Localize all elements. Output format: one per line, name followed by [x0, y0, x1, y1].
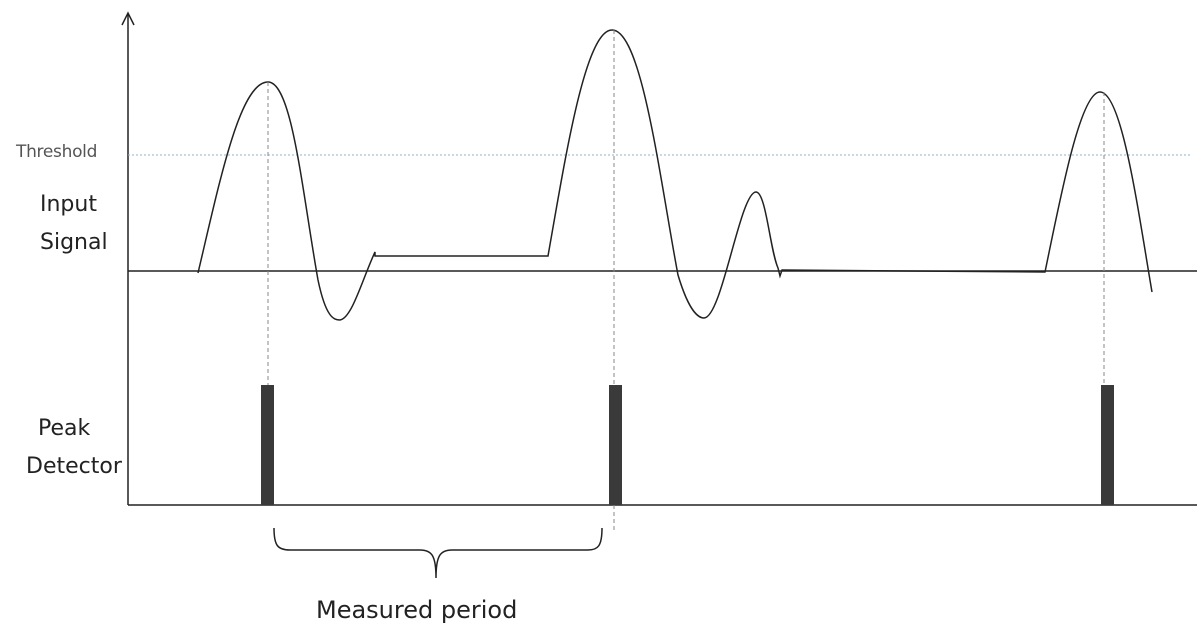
- input-signal-label: Input Signal: [40, 186, 108, 262]
- peak-detector-label: Peak Detector: [26, 410, 122, 486]
- peak-pulse-3: [1101, 385, 1114, 505]
- peak-detector-label-line2: Detector: [26, 454, 122, 479]
- input-signal-label-line1: Input: [40, 192, 97, 217]
- threshold-label: Threshold: [16, 142, 98, 162]
- measured-period-brace: [273, 527, 603, 579]
- peak-pulse-2: [609, 385, 622, 505]
- peak-pulse-1: [261, 385, 274, 505]
- measured-period-label: Measured period: [316, 596, 518, 624]
- input-signal-waveform: [197, 29, 1153, 321]
- input-signal-label-line2: Signal: [40, 230, 108, 255]
- axis-arrow-icon: [121, 11, 135, 26]
- peak-detector-label-line1: Peak: [38, 416, 91, 441]
